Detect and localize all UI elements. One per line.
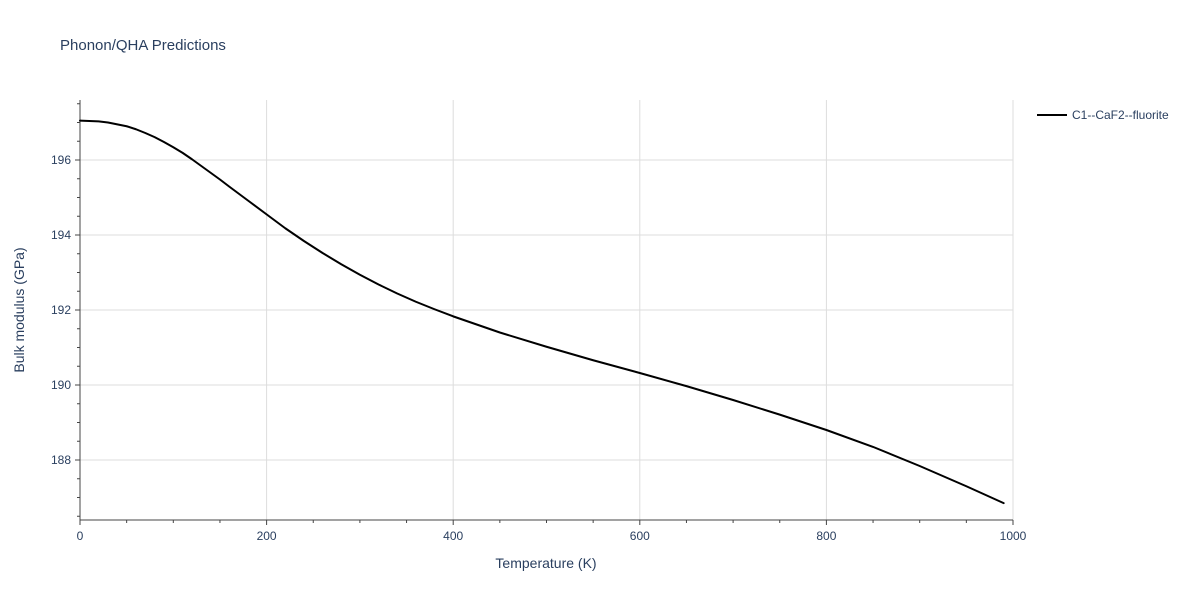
legend: C1--CaF2--fluorite xyxy=(1037,108,1169,122)
y-tick-label: 196 xyxy=(51,153,71,167)
y-tick-label: 192 xyxy=(51,303,71,317)
x-tick-label: 800 xyxy=(816,529,836,543)
y-tick-label: 190 xyxy=(51,378,71,392)
chart-title: Phonon/QHA Predictions xyxy=(60,37,226,54)
x-tick-label: 600 xyxy=(630,529,650,543)
series-line xyxy=(79,119,1005,505)
ticks: 0 200 400 600 800 1000 188 190 192 194 196 xyxy=(51,103,1027,543)
x-tick-label: 1000 xyxy=(1000,529,1027,543)
x-tick-label: 400 xyxy=(443,529,463,543)
x-tick-label: 200 xyxy=(257,529,277,543)
legend-label: C1--CaF2--fluorite xyxy=(1072,108,1169,122)
series-layer xyxy=(79,119,1005,505)
y-tick-label: 188 xyxy=(51,453,71,467)
x-tick-label: 0 xyxy=(77,529,84,543)
y-tick-label: 194 xyxy=(51,228,71,242)
grid xyxy=(80,100,1014,520)
y-axis-title: Bulk modulus (GPa) xyxy=(11,247,27,372)
x-axis-title: Temperature (K) xyxy=(495,555,596,571)
